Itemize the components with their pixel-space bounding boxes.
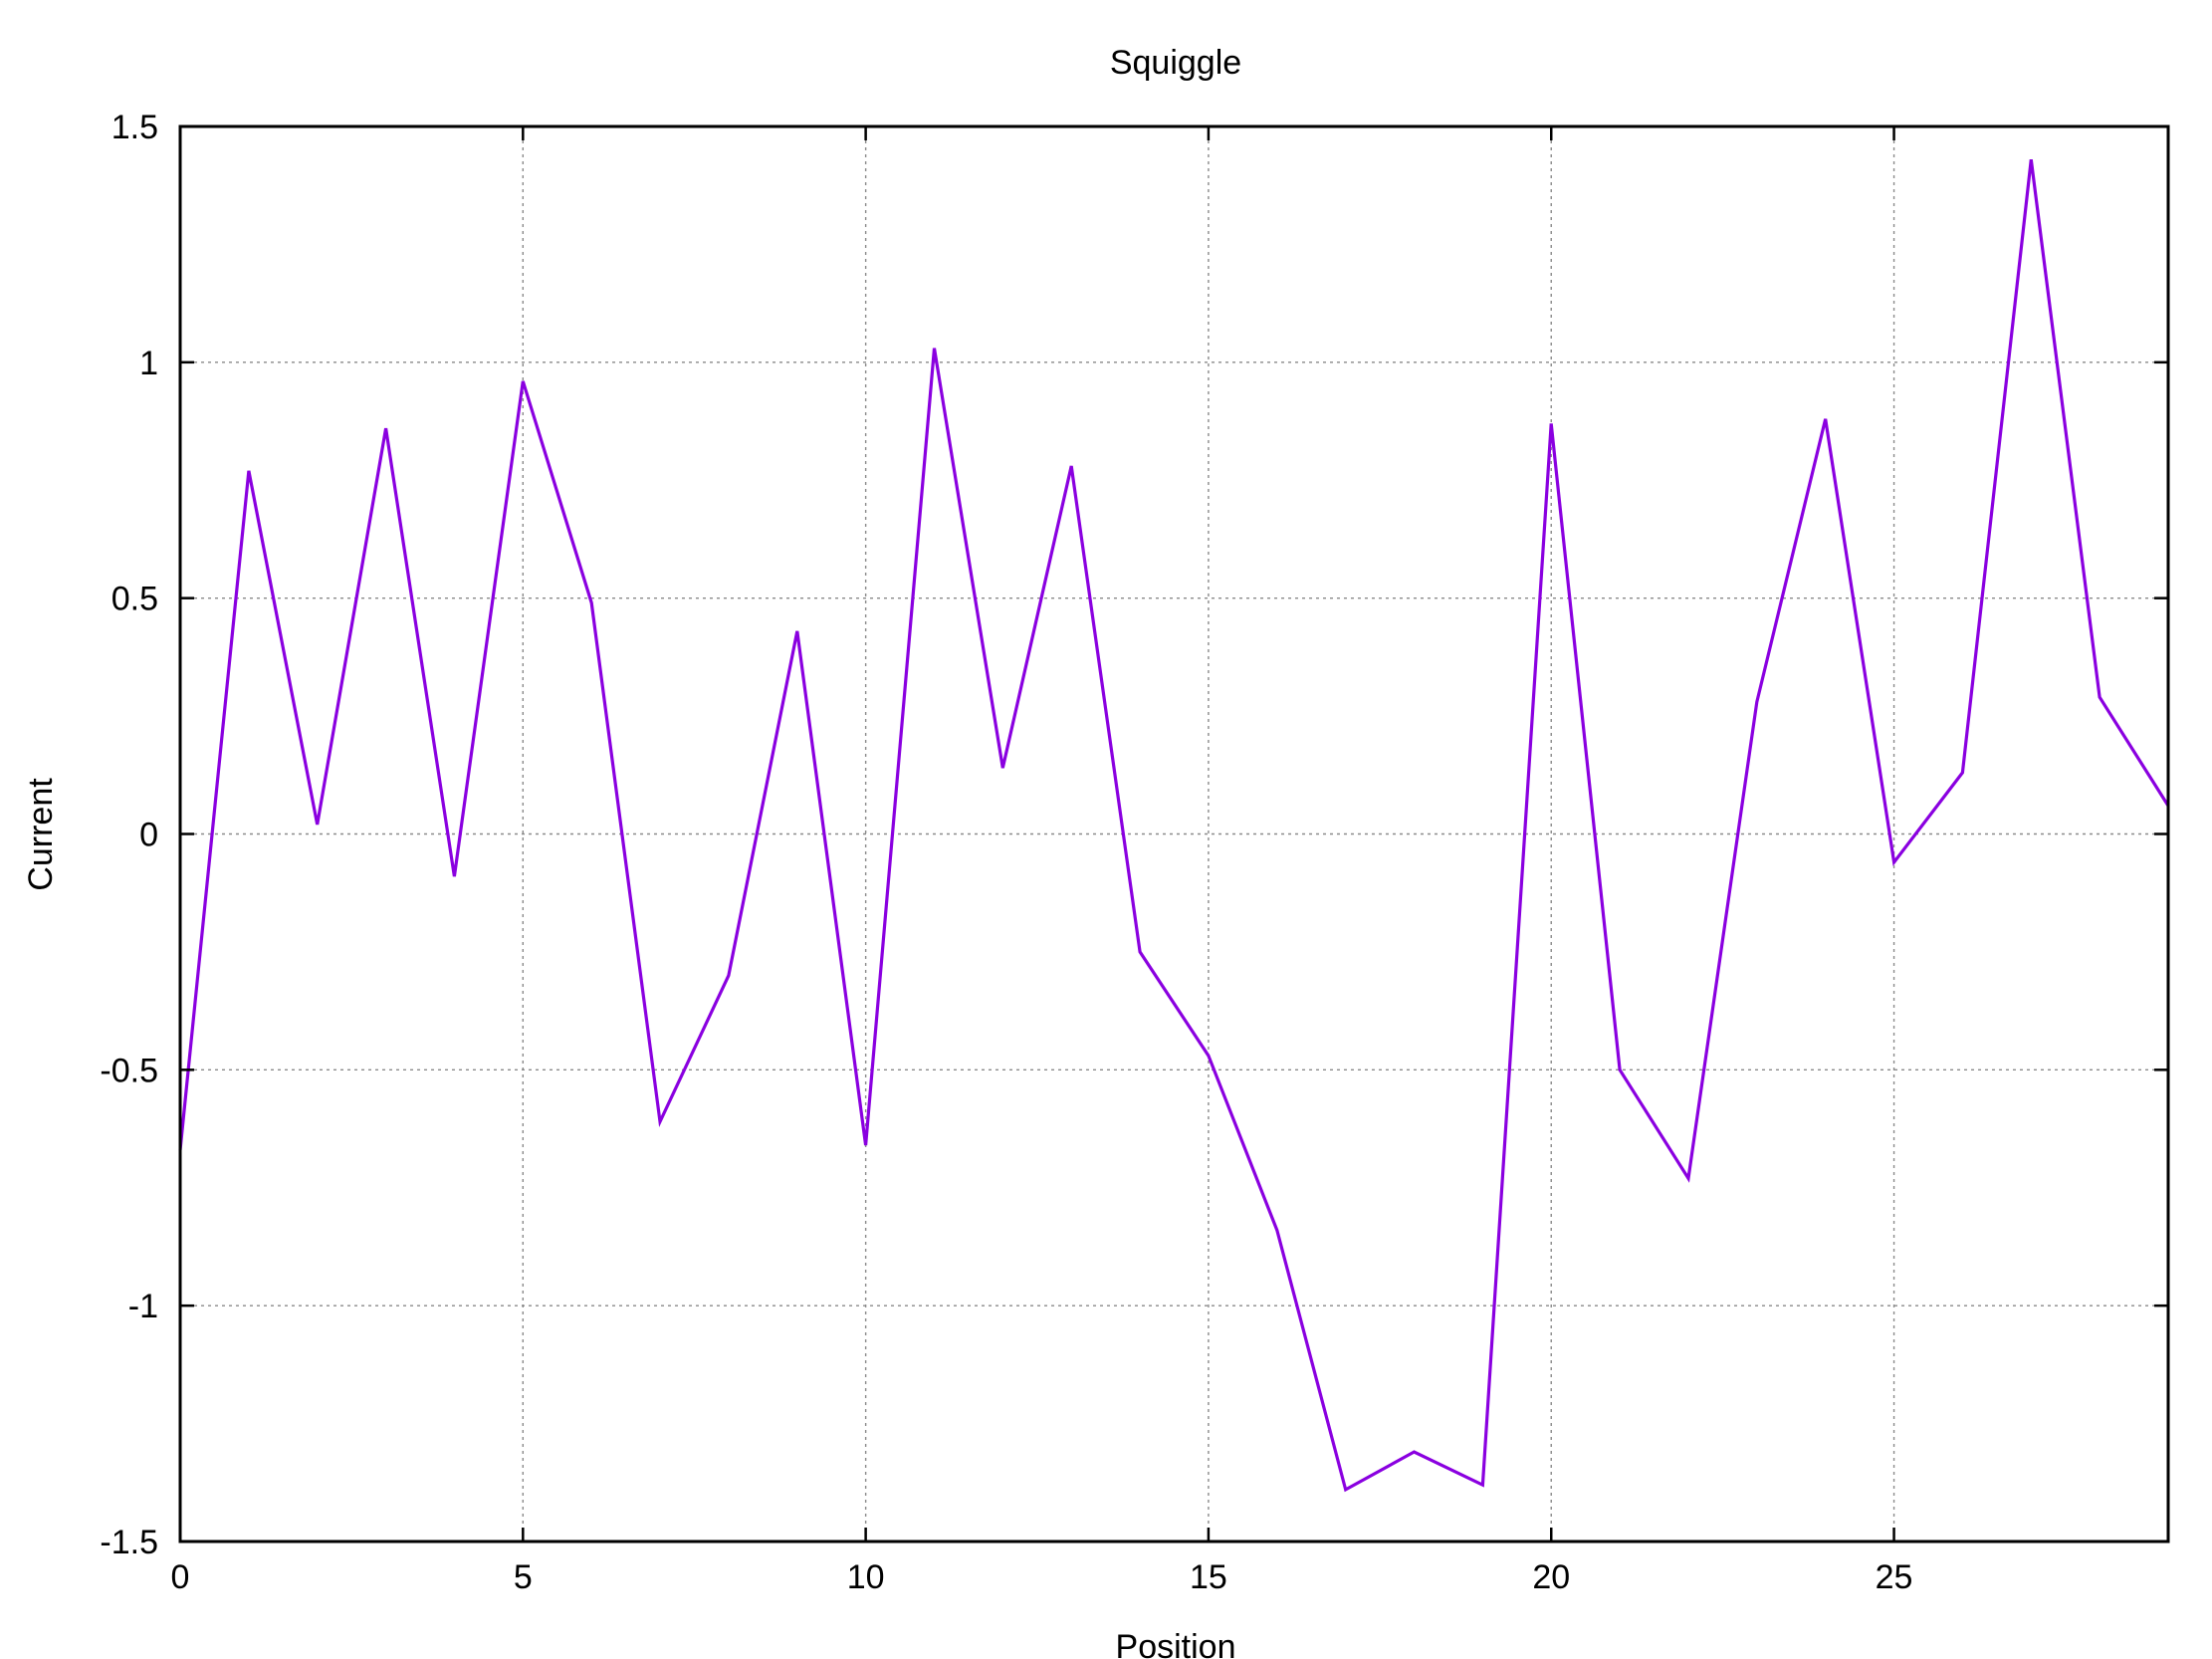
x-axis-label: Position: [1116, 1628, 1236, 1659]
chart-title: Squiggle: [1110, 44, 1241, 82]
axis-ticks: [178, 124, 2168, 1543]
y-axis-label: Current: [22, 778, 60, 891]
y-tick-label: 0: [139, 817, 158, 854]
y-tick-label: -1: [128, 1288, 158, 1325]
y-tick-label: -0.5: [100, 1052, 158, 1089]
plot-area-border: [178, 124, 2170, 1543]
x-tick-label: 15: [1190, 1558, 1227, 1596]
x-tick-label: 10: [847, 1558, 885, 1596]
tick-labels: 0 5 10 15 20 25 -1.5 -1 -0.5 0 0.5 1 1.5: [100, 109, 1912, 1596]
x-tick-label: 25: [1876, 1558, 1913, 1596]
x-tick-label: 20: [1532, 1558, 1570, 1596]
y-tick-label: 0.5: [111, 581, 158, 618]
series-layer: [178, 158, 2170, 1493]
x-tick-label: 0: [171, 1558, 190, 1596]
y-tick-label: 1: [139, 345, 158, 382]
grid-lines: [180, 126, 2168, 1541]
x-tick-label: 5: [514, 1558, 533, 1596]
series-line: [178, 158, 2170, 1493]
y-tick-label: 1.5: [111, 109, 158, 146]
y-tick-label: -1.5: [100, 1524, 158, 1561]
